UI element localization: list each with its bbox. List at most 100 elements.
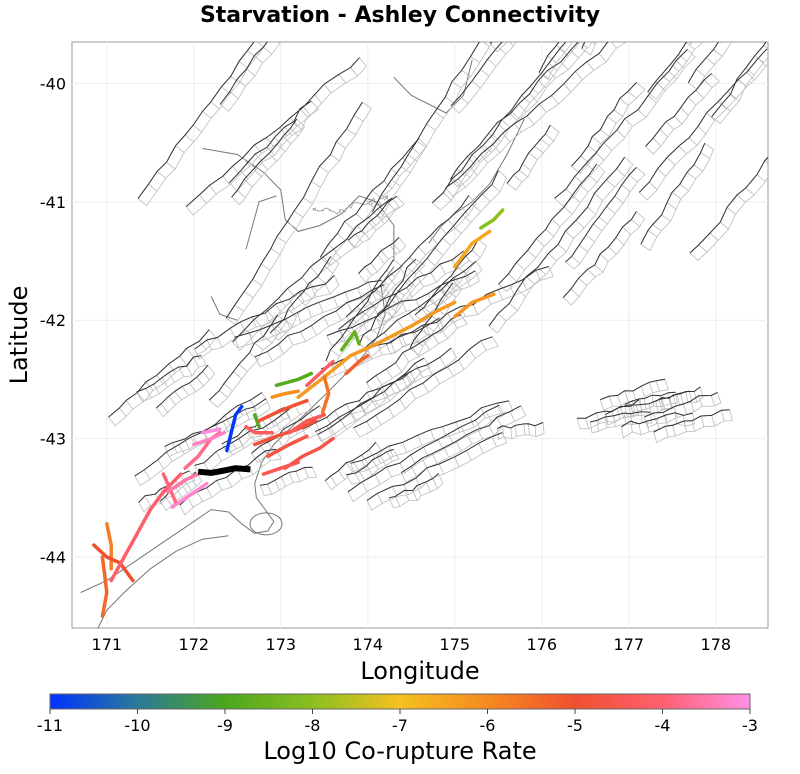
colorbar-tick-label: -9 xyxy=(217,716,233,735)
fault-trace xyxy=(562,211,637,298)
fault-plane xyxy=(538,42,573,80)
coastline-segment xyxy=(210,296,238,321)
fault-plane xyxy=(136,355,208,403)
fault-plane xyxy=(687,42,733,90)
fault-trace xyxy=(319,138,420,258)
fault-trace xyxy=(345,195,470,318)
co-rupture-fault xyxy=(305,359,335,388)
x-axis-ticks: 171 172 173 174 175 176 177 178 xyxy=(92,635,732,654)
co-rupture-fault xyxy=(344,353,370,376)
fault-plane xyxy=(208,314,287,408)
chart-title: Starvation - Ashley Connectivity xyxy=(200,3,600,28)
fault-plane xyxy=(219,42,282,112)
x-tick-label: 178 xyxy=(701,635,732,654)
fault-trace xyxy=(137,42,255,199)
fault-trace xyxy=(565,167,637,263)
fault-plane xyxy=(365,314,468,393)
fault-trace xyxy=(208,314,279,401)
fault-trace xyxy=(653,409,730,433)
fault-plane xyxy=(353,336,499,438)
colorbar xyxy=(49,693,751,710)
fault-trace xyxy=(488,156,626,327)
fault-plane xyxy=(689,156,768,261)
fault-trace xyxy=(136,355,202,393)
fault-plane xyxy=(254,284,390,368)
co-rupture-fault xyxy=(170,481,209,509)
fault-plane xyxy=(656,0,739,9)
fault-trace xyxy=(400,405,522,474)
co-rupture-fault xyxy=(109,472,183,583)
fault-trace xyxy=(366,432,503,501)
fault-trace xyxy=(600,378,666,401)
coastline-segment xyxy=(393,59,473,114)
fault-trace xyxy=(338,250,464,330)
fault-trace xyxy=(577,399,640,419)
fault-trace xyxy=(366,314,462,384)
co-rupture-fault xyxy=(100,555,109,618)
x-tick-label: 177 xyxy=(614,635,645,654)
y-tick-label: -42 xyxy=(40,311,66,330)
fault-plane xyxy=(388,472,444,509)
fault-trace xyxy=(647,42,688,93)
coastline xyxy=(80,59,525,628)
source-fault xyxy=(197,465,251,476)
fault-trace xyxy=(234,280,382,338)
fault-trace xyxy=(347,195,398,241)
co-rupture-fault xyxy=(287,413,327,435)
fault-plane xyxy=(221,406,291,454)
x-tick-label: 171 xyxy=(92,635,123,654)
co-rupture-fault xyxy=(244,424,274,435)
fault-trace xyxy=(450,42,503,107)
fault-trace xyxy=(194,399,308,466)
co-rupture-fault xyxy=(270,389,300,399)
fault-trace xyxy=(689,156,768,254)
fault-trace xyxy=(372,42,480,213)
colorbar-label: Log10 Co-rupture Rate xyxy=(263,737,536,765)
fault-plane xyxy=(450,42,518,114)
fault-trace xyxy=(315,347,452,433)
fault-trace xyxy=(346,448,394,476)
y-tick-label: -44 xyxy=(40,548,66,567)
fault-trace xyxy=(325,259,394,361)
fault-trace xyxy=(388,473,439,499)
source-fault-trace xyxy=(197,465,251,476)
co-rupture-fault xyxy=(274,371,314,388)
colorbar-tick-label: -10 xyxy=(124,716,150,735)
fault-trace xyxy=(225,101,363,319)
fault-trace xyxy=(260,466,313,486)
fault-trace xyxy=(254,284,385,358)
fault-plane xyxy=(638,48,768,201)
fault-trace xyxy=(358,237,400,274)
fault-trace xyxy=(621,412,693,428)
fault-trace xyxy=(317,357,425,435)
co-rupture-faults xyxy=(92,208,505,618)
fault-trace xyxy=(687,42,720,83)
co-rupture-fault xyxy=(261,460,300,476)
fault-plane xyxy=(358,236,407,283)
x-tick-label: 172 xyxy=(179,635,210,654)
fault-plane xyxy=(488,156,634,334)
fault-trace xyxy=(302,371,411,430)
fault-trace xyxy=(219,42,268,105)
fault-trace xyxy=(352,260,477,356)
fault-plane xyxy=(349,400,514,475)
fault-trace xyxy=(638,48,768,193)
fault-trace xyxy=(605,390,690,416)
co-rupture-fault xyxy=(252,419,318,447)
fault-plane xyxy=(688,42,694,45)
fault-trace xyxy=(353,336,493,429)
banks-peninsula xyxy=(249,512,283,536)
fault-trace xyxy=(185,57,360,207)
fault-trace xyxy=(497,422,544,429)
colorbar-tick-label: -7 xyxy=(392,716,408,735)
fault-plane xyxy=(228,100,320,192)
co-rupture-fault xyxy=(92,543,135,583)
fault-trace xyxy=(683,0,749,36)
fault-plane xyxy=(385,266,554,356)
co-rupture-fault xyxy=(320,375,331,415)
fault-plane xyxy=(644,72,720,155)
fault-plane xyxy=(564,166,646,270)
fault-trace xyxy=(449,42,579,180)
co-rupture-fault xyxy=(479,208,505,230)
